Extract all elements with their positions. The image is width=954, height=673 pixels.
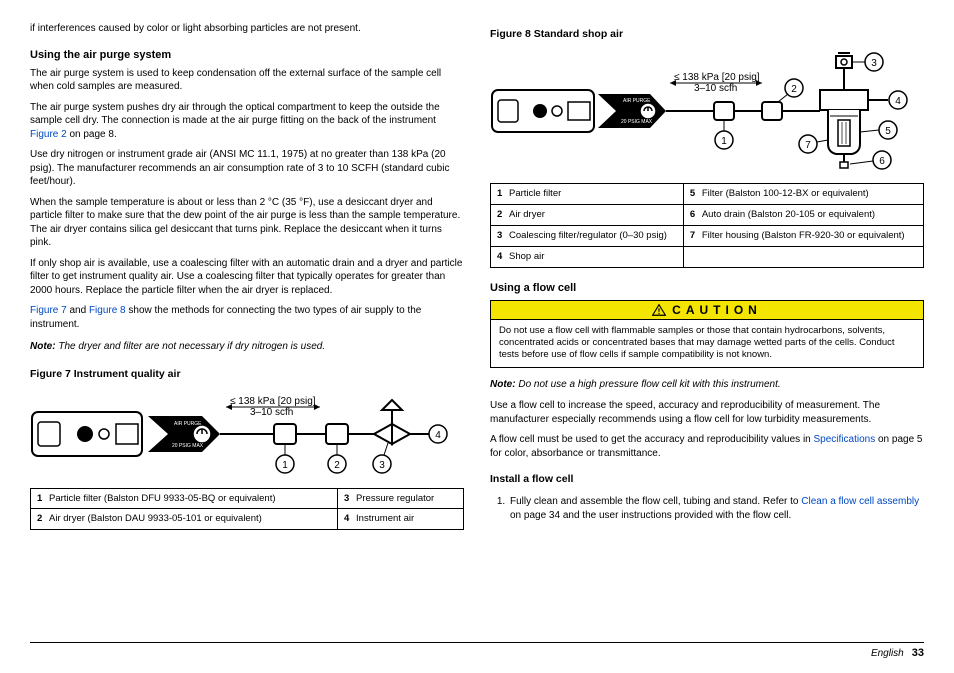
fig8-label-top: AIR PURGE xyxy=(623,98,651,104)
f7-r1c2-n: 3 xyxy=(344,493,356,505)
svg-text:4: 4 xyxy=(895,96,901,107)
intro-tail: if interferences caused by color or ligh… xyxy=(30,22,464,36)
page-footer: English 33 xyxy=(30,642,924,659)
heading-flow-cell: Using a flow cell xyxy=(490,282,924,294)
figure-8-table: 1Particle filter 5Filter (Balston 100-12… xyxy=(490,183,924,268)
para-2: The air purge system pushes dry air thro… xyxy=(30,101,464,142)
para-4: When the sample temperature is about or … xyxy=(30,196,464,250)
caution-label: CAUTION xyxy=(672,303,762,317)
f8-r4c1-n: 4 xyxy=(497,251,509,263)
note-2-text: Do not use a high pressure flow cell kit… xyxy=(516,379,781,390)
f8-r3c1-n: 3 xyxy=(497,230,509,242)
caution-body: Do not use a flow cell with flammable sa… xyxy=(491,320,923,367)
step-1b: on page 34 and the user instructions pro… xyxy=(510,510,791,521)
para-6-mid: and xyxy=(67,305,89,316)
note-2: Note: Do not use a high pressure flow ce… xyxy=(490,378,924,392)
f7-r1c1-n: 1 xyxy=(37,493,49,505)
figure-7-diagram: AIR PURGE 20 PSIG MAX ≤ 138 kPa [20 psig… xyxy=(30,390,464,480)
figure-8-diagram: AIR PURGE 20 PSIG MAX ≤ 138 kPa [20 psig… xyxy=(490,50,924,175)
fig8-spec-top: ≤ 138 kPa [20 psig] xyxy=(674,72,760,83)
f7-r2c2-n: 4 xyxy=(344,513,356,525)
f8-r1c2-t: Filter (Balston 100-12-BX or equivalent) xyxy=(702,188,869,199)
figure-8-svg: AIR PURGE 20 PSIG MAX ≤ 138 kPa [20 psig… xyxy=(490,50,920,175)
caution-header: CAUTION xyxy=(491,301,923,320)
svg-text:2: 2 xyxy=(334,460,340,471)
step-1a: Fully clean and assemble the flow cell, … xyxy=(510,496,801,507)
f7-r1c1-t: Particle filter (Balston DFU 9933-05-BQ … xyxy=(49,493,276,504)
left-column: if interferences caused by color or ligh… xyxy=(30,22,464,642)
fig7-spec-bot: 3–10 scfh xyxy=(250,407,293,418)
warning-icon xyxy=(652,304,666,316)
step-1: Fully clean and assemble the flow cell, … xyxy=(508,495,924,522)
f8-r1c1-t: Particle filter xyxy=(509,188,561,199)
para-8: A flow cell must be used to get the accu… xyxy=(490,433,924,460)
right-column: Figure 8 Standard shop air AIR PURGE 20 … xyxy=(490,22,924,642)
para-1: The air purge system is used to keep con… xyxy=(30,67,464,94)
f8-r2c1-t: Air dryer xyxy=(509,209,545,220)
footer-language: English xyxy=(871,648,904,659)
svg-text:6: 6 xyxy=(879,156,885,167)
f8-r3c1-t: Coalescing filter/regulator (0–30 psig) xyxy=(509,230,667,241)
svg-text:3: 3 xyxy=(871,58,877,69)
heading-install-flow-cell: Install a flow cell xyxy=(490,473,924,485)
page-content: if interferences caused by color or ligh… xyxy=(30,22,924,642)
para-7: Use a flow cell to increase the speed, a… xyxy=(490,399,924,426)
f7-r2c2-t: Instrument air xyxy=(356,513,414,524)
link-figure-8[interactable]: Figure 8 xyxy=(89,305,126,316)
link-figure-2[interactable]: Figure 2 xyxy=(30,129,67,140)
figure-7-caption: Figure 7 Instrument quality air xyxy=(30,368,464,380)
figure-8-caption: Figure 8 Standard shop air xyxy=(490,28,924,40)
svg-text:1: 1 xyxy=(282,460,288,471)
f8-r2c2-n: 6 xyxy=(690,209,702,221)
caution-box: CAUTION Do not use a flow cell with flam… xyxy=(490,300,924,368)
note-1-label: Note: xyxy=(30,341,56,352)
f8-r2c1-n: 2 xyxy=(497,209,509,221)
para-8a: A flow cell must be used to get the accu… xyxy=(490,434,814,445)
f8-r1c2-n: 5 xyxy=(690,188,702,200)
f8-r3c2-t: Filter housing (Balston FR-920-30 or equ… xyxy=(702,230,905,241)
f8-r3c2-n: 7 xyxy=(690,230,702,242)
fig8-spec-bot: 3–10 scfh xyxy=(694,83,737,94)
fig7-spec-top: ≤ 138 kPa [20 psig] xyxy=(230,396,316,407)
fig8-label-bot: 20 PSIG MAX xyxy=(621,119,653,125)
note-1-text: The dryer and filter are not necessary i… xyxy=(56,341,326,352)
para-2b: on page 8. xyxy=(67,129,117,140)
svg-text:2: 2 xyxy=(791,84,797,95)
link-figure-7[interactable]: Figure 7 xyxy=(30,305,67,316)
link-clean-flow-cell[interactable]: Clean a flow cell assembly xyxy=(801,496,919,507)
para-2a: The air purge system pushes dry air thro… xyxy=(30,102,440,127)
svg-text:4: 4 xyxy=(435,430,441,441)
fig7-label-top: AIR PURGE xyxy=(174,421,202,427)
footer-page-number: 33 xyxy=(912,647,924,659)
f7-r2c1-n: 2 xyxy=(37,513,49,525)
para-5: If only shop air is available, use a coa… xyxy=(30,257,464,298)
figure-7-table: 1Particle filter (Balston DFU 9933-05-BQ… xyxy=(30,488,464,531)
svg-text:3: 3 xyxy=(379,460,385,471)
f8-r1c1-n: 1 xyxy=(497,188,509,200)
f8-r2c2-t: Auto drain (Balston 20-105 or equivalent… xyxy=(702,209,875,220)
fig7-label-bot: 20 PSIG MAX xyxy=(172,443,204,449)
f7-r1c2-t: Pressure regulator xyxy=(356,493,434,504)
svg-text:1: 1 xyxy=(721,136,727,147)
heading-air-purge: Using the air purge system xyxy=(30,49,464,61)
install-steps: Fully clean and assemble the flow cell, … xyxy=(508,495,924,522)
link-specifications[interactable]: Specifications xyxy=(814,434,876,445)
svg-text:7: 7 xyxy=(805,140,811,151)
note-1: Note: The dryer and filter are not neces… xyxy=(30,340,464,354)
f8-r4c1-t: Shop air xyxy=(509,251,544,262)
f7-r2c1-t: Air dryer (Balston DAU 9933-05-101 or eq… xyxy=(49,513,262,524)
para-6: Figure 7 and Figure 8 show the methods f… xyxy=(30,304,464,331)
para-3: Use dry nitrogen or instrument grade air… xyxy=(30,148,464,189)
figure-7-svg: AIR PURGE 20 PSIG MAX ≤ 138 kPa [20 psig… xyxy=(30,390,450,480)
note-2-label: Note: xyxy=(490,379,516,390)
svg-text:5: 5 xyxy=(885,126,891,137)
